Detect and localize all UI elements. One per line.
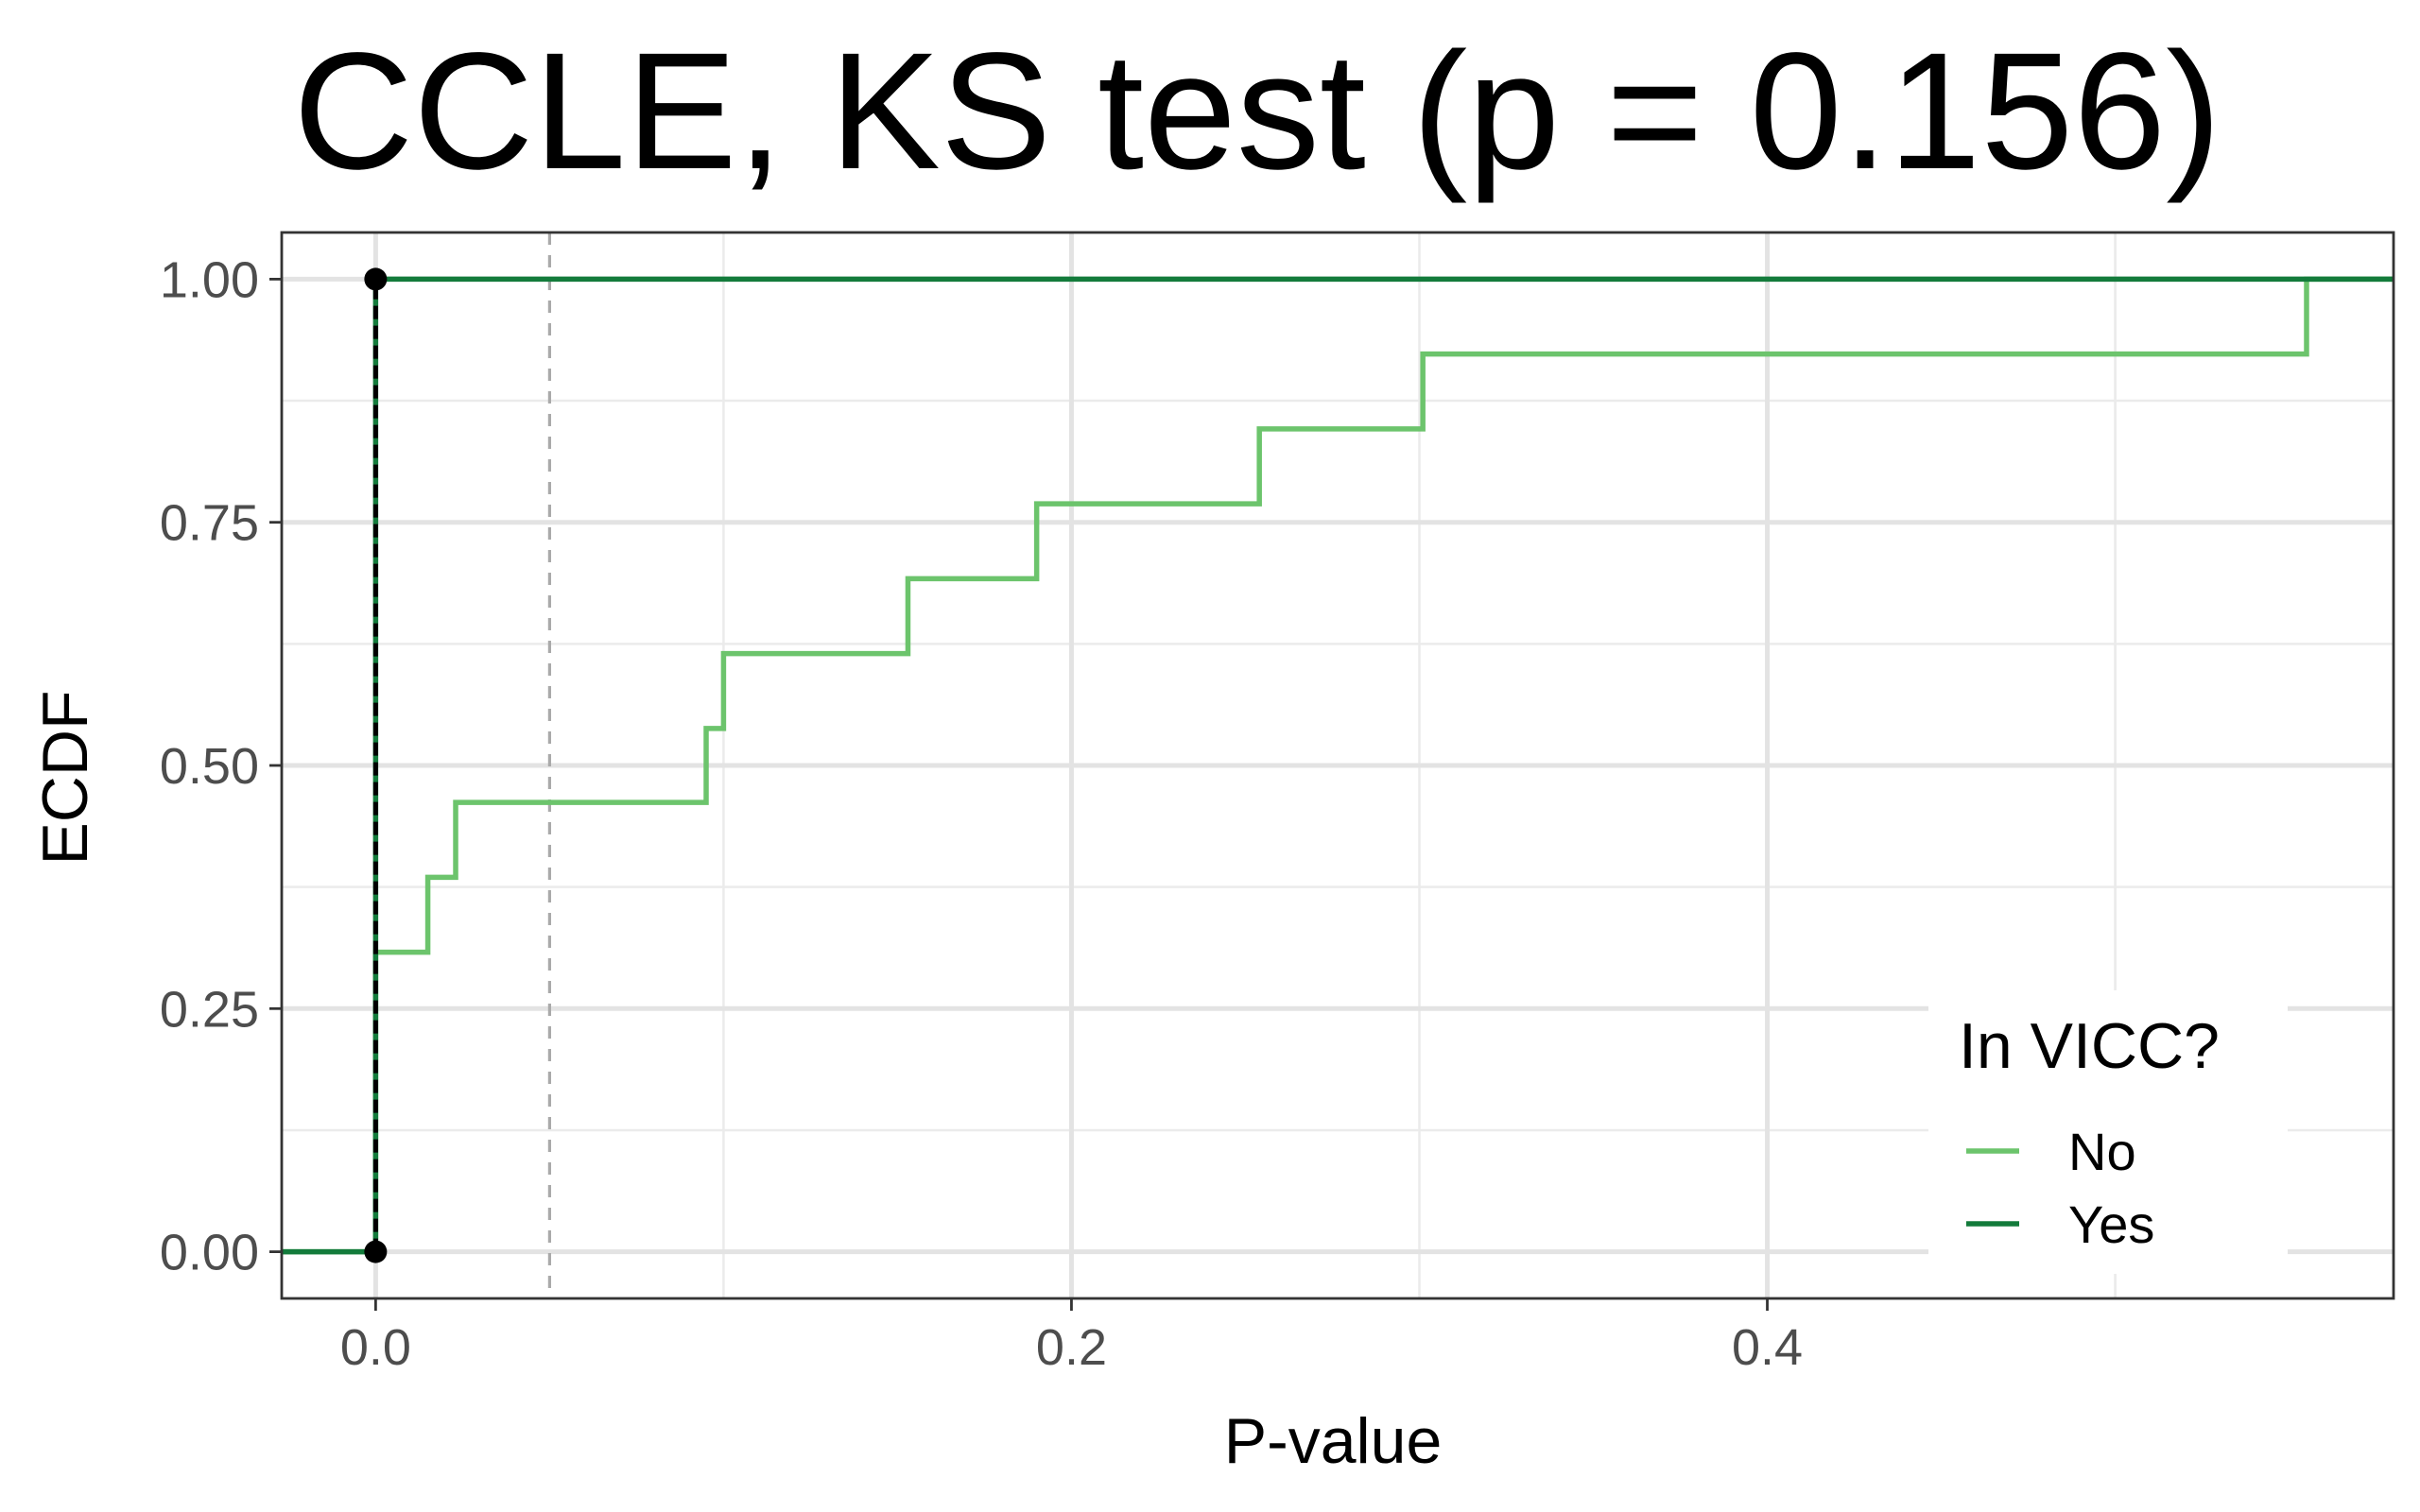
y-tick-label: 0.25 xyxy=(160,981,259,1038)
ks-marker-point xyxy=(364,267,388,291)
x-axis-title: P-value xyxy=(1224,1405,1443,1477)
series-line-no xyxy=(282,276,2394,1255)
chart-title: CCLE, KS test (p = 0.156) xyxy=(293,19,2221,204)
legend: In VICC? No Yes xyxy=(1928,990,2288,1274)
ks-marker-point xyxy=(364,1240,388,1263)
x-tick-label: 0.4 xyxy=(1732,1319,1803,1376)
x-tick-label: 0.2 xyxy=(1036,1319,1107,1376)
y-tick-label: 1.00 xyxy=(160,251,259,308)
legend-title: In VICC? xyxy=(1959,1010,2220,1082)
y-tick-label: 0.75 xyxy=(160,495,259,552)
legend-background xyxy=(1928,990,2288,1274)
marker-group xyxy=(364,267,388,1263)
y-axis-title: ECDF xyxy=(29,690,101,865)
axes: 0.0 0.2 0.4 0.00 0.25 0.50 0.75 1.00 xyxy=(160,231,2395,1376)
x-tick-label: 0.0 xyxy=(340,1319,411,1376)
legend-label-yes: Yes xyxy=(2068,1194,2154,1254)
y-tick-label: 0.50 xyxy=(160,738,259,795)
y-tick-label: 0.00 xyxy=(160,1225,259,1281)
legend-label-no: No xyxy=(2068,1122,2136,1181)
